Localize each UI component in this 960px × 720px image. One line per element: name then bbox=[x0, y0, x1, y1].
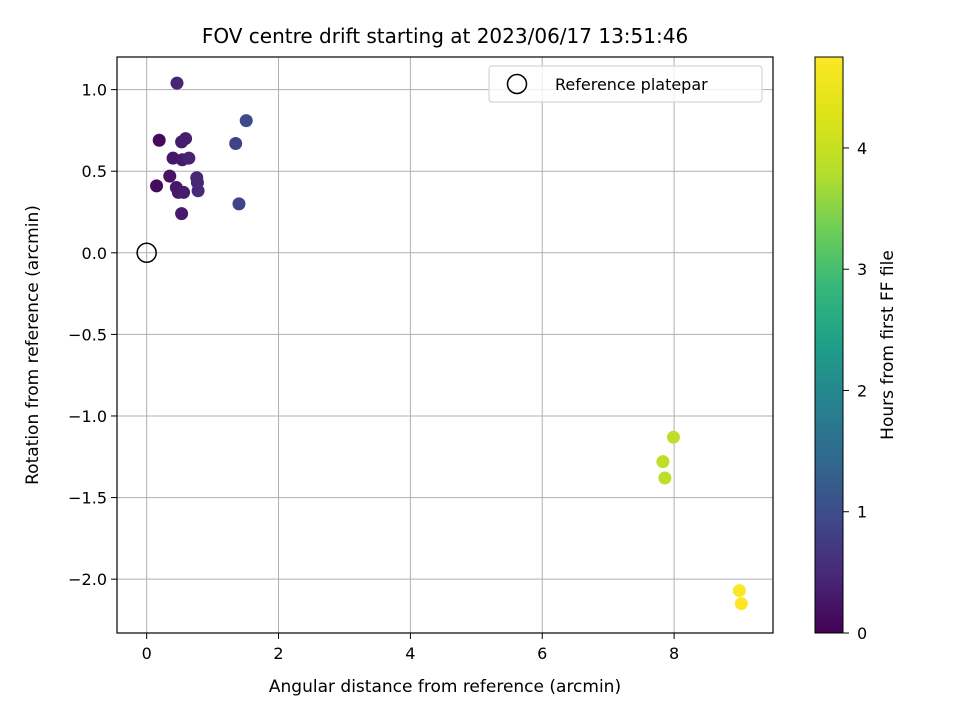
colorbar-tick-label: 2 bbox=[857, 381, 867, 400]
data-point bbox=[191, 184, 205, 198]
data-points bbox=[136, 76, 748, 611]
y-axis-label: Rotation from reference (arcmin) bbox=[23, 205, 43, 485]
data-point bbox=[152, 133, 166, 147]
y-axis-ticks: 1.0 0.5 0.0 −0.5 −1.0 −1.5 −2.0 bbox=[68, 81, 117, 589]
x-tick-label: 4 bbox=[405, 644, 415, 663]
colorbar bbox=[814, 56, 844, 634]
data-point bbox=[732, 584, 746, 598]
x-tick-label: 8 bbox=[669, 644, 679, 663]
legend: Reference platepar bbox=[488, 65, 763, 103]
data-point bbox=[658, 471, 672, 485]
plot-frame bbox=[116, 56, 774, 634]
x-axis-ticks: 0 2 4 6 8 bbox=[142, 633, 679, 663]
y-tick-label: −2.0 bbox=[68, 570, 107, 589]
legend-box bbox=[488, 65, 763, 103]
data-point bbox=[177, 185, 191, 199]
y-tick-label: −1.0 bbox=[68, 407, 107, 426]
colorbar-label: Hours from first FF file bbox=[878, 250, 898, 440]
y-tick-label: 0.5 bbox=[82, 162, 107, 181]
data-point bbox=[656, 455, 670, 469]
y-tick-label: 1.0 bbox=[82, 81, 107, 100]
reference-platepar-marker bbox=[136, 242, 157, 264]
y-tick-label: 0.0 bbox=[82, 244, 107, 263]
colorbar-tick-label: 3 bbox=[857, 260, 867, 279]
data-point bbox=[170, 76, 184, 90]
data-point bbox=[163, 169, 177, 183]
data-point bbox=[150, 179, 164, 193]
data-point bbox=[666, 430, 680, 444]
colorbar-tick-label: 1 bbox=[857, 503, 867, 522]
legend-reference-marker bbox=[506, 73, 528, 95]
grid bbox=[117, 57, 773, 633]
data-point bbox=[239, 114, 253, 128]
legend-entry-label: Reference platepar bbox=[555, 75, 708, 94]
y-tick-label: −0.5 bbox=[68, 325, 107, 344]
x-tick-label: 6 bbox=[537, 644, 547, 663]
chart-title: FOV centre drift starting at 2023/06/17 … bbox=[202, 24, 688, 48]
data-point bbox=[734, 597, 748, 611]
data-point bbox=[232, 197, 246, 211]
colorbar-tick-label: 0 bbox=[857, 624, 867, 643]
colorbar-ticks: 0 1 2 3 4 bbox=[843, 139, 867, 643]
data-point bbox=[182, 151, 196, 165]
x-tick-label: 0 bbox=[142, 644, 152, 663]
colorbar-tick-label: 4 bbox=[857, 139, 867, 158]
data-point bbox=[229, 136, 243, 150]
x-tick-label: 2 bbox=[273, 644, 283, 663]
y-tick-label: −1.5 bbox=[68, 489, 107, 508]
data-point bbox=[179, 132, 193, 146]
data-point bbox=[175, 207, 189, 221]
x-axis-label: Angular distance from reference (arcmin) bbox=[269, 677, 621, 697]
